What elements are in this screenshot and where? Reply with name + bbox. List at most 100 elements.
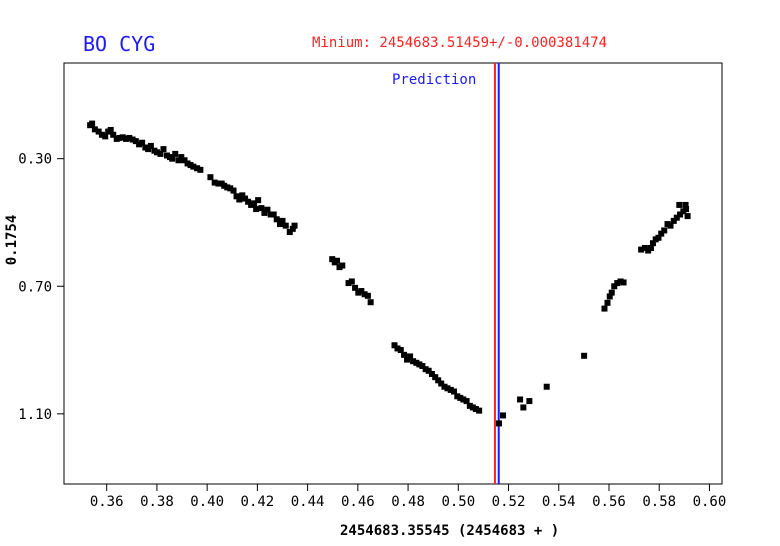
data-point <box>227 185 234 192</box>
data-point <box>661 227 668 234</box>
data-point <box>160 146 167 153</box>
x-axis-label: 2454683.35545 (2454683 + ) <box>340 523 560 539</box>
data-point <box>245 198 252 205</box>
data-point <box>147 142 154 149</box>
y-axis-ticks: 0.30 0.70 1.10 <box>18 152 64 423</box>
x-tick-label: 0.58 <box>642 494 676 510</box>
data-point <box>136 141 143 148</box>
data-point <box>132 138 139 145</box>
data-point <box>345 280 352 287</box>
x-tick-label: 0.52 <box>492 494 526 510</box>
data-point <box>617 278 624 285</box>
data-point <box>469 404 476 411</box>
data-point <box>352 284 359 291</box>
x-tick-label: 0.56 <box>592 494 626 510</box>
data-point <box>451 388 458 395</box>
data-point <box>667 222 674 229</box>
data-point <box>221 182 228 189</box>
data-point <box>673 214 680 221</box>
minimum-readout: Minium: 2454683.51459+/-0.000381474 <box>312 35 608 51</box>
data-point <box>413 359 420 366</box>
plot-frame <box>63 62 723 485</box>
x-tick-label: 0.60 <box>693 494 727 510</box>
data-point <box>273 216 280 223</box>
data-point <box>163 152 170 159</box>
data-point <box>207 174 214 181</box>
data-point <box>264 206 271 213</box>
data-point <box>684 213 691 220</box>
data-point <box>677 211 684 218</box>
data-point <box>683 206 690 213</box>
data-point <box>495 420 502 427</box>
x-tick-label: 0.38 <box>140 494 174 510</box>
data-point <box>190 163 197 170</box>
data-point <box>500 412 507 419</box>
y-tick-label: 0.30 <box>18 152 52 168</box>
data-point <box>655 234 662 241</box>
data-point <box>153 149 160 156</box>
data-point <box>107 126 114 133</box>
prediction-label: Prediction <box>392 72 477 88</box>
data-point <box>355 289 362 296</box>
x-axis-ticks: 0.36 0.38 0.40 0.42 0.44 0.46 0.48 0.50 0.52 0.54… <box>90 484 726 510</box>
data-point <box>466 402 473 409</box>
data-point <box>129 136 136 143</box>
x-tick-label: 0.48 <box>391 494 425 510</box>
data-point <box>339 262 346 269</box>
data-point <box>647 244 654 251</box>
data-point <box>614 280 621 287</box>
data-point <box>364 292 371 299</box>
data-point <box>394 345 401 352</box>
data-point <box>432 374 439 381</box>
data-point <box>91 126 98 133</box>
data-point <box>233 193 240 200</box>
data-point <box>282 222 289 229</box>
data-point <box>267 211 274 218</box>
data-point <box>425 367 432 374</box>
data-point <box>664 221 671 228</box>
data-point <box>444 385 451 392</box>
data-point <box>526 398 533 405</box>
data-point <box>184 160 191 167</box>
data-point <box>348 278 355 285</box>
data-point <box>581 352 588 359</box>
data-point <box>520 404 527 411</box>
data-point <box>333 257 340 264</box>
data-point <box>670 217 677 224</box>
data-point <box>178 154 185 161</box>
data-point <box>438 380 445 387</box>
data-point <box>169 155 176 162</box>
data-point <box>682 201 689 208</box>
data-point <box>435 377 442 384</box>
data-point <box>123 135 130 142</box>
minimum-lines <box>493 63 500 484</box>
data-point <box>329 256 336 263</box>
data-point <box>248 201 255 208</box>
data-point <box>194 165 201 172</box>
data-point <box>620 279 627 286</box>
data-point <box>279 217 286 224</box>
data-point <box>211 179 218 186</box>
data-point <box>658 230 665 237</box>
data-point <box>119 134 126 141</box>
data-point <box>454 393 461 400</box>
data-point <box>608 289 615 296</box>
data-point <box>404 356 411 363</box>
x-tick-label: 0.36 <box>90 494 124 510</box>
data-point <box>401 351 408 358</box>
data-point <box>543 383 550 390</box>
data-point <box>102 133 109 140</box>
data-point <box>242 195 249 202</box>
data-point <box>472 406 479 413</box>
data-point <box>98 131 105 138</box>
data-point <box>175 157 182 164</box>
data-point <box>419 362 426 369</box>
data-point <box>89 120 96 127</box>
x-tick-label: 0.46 <box>341 494 375 510</box>
x-tick-label: 0.40 <box>190 494 224 510</box>
y-tick-label: 0.70 <box>18 279 52 295</box>
data-point <box>517 396 524 403</box>
x-tick-label: 0.54 <box>542 494 576 510</box>
data-point <box>649 240 656 247</box>
